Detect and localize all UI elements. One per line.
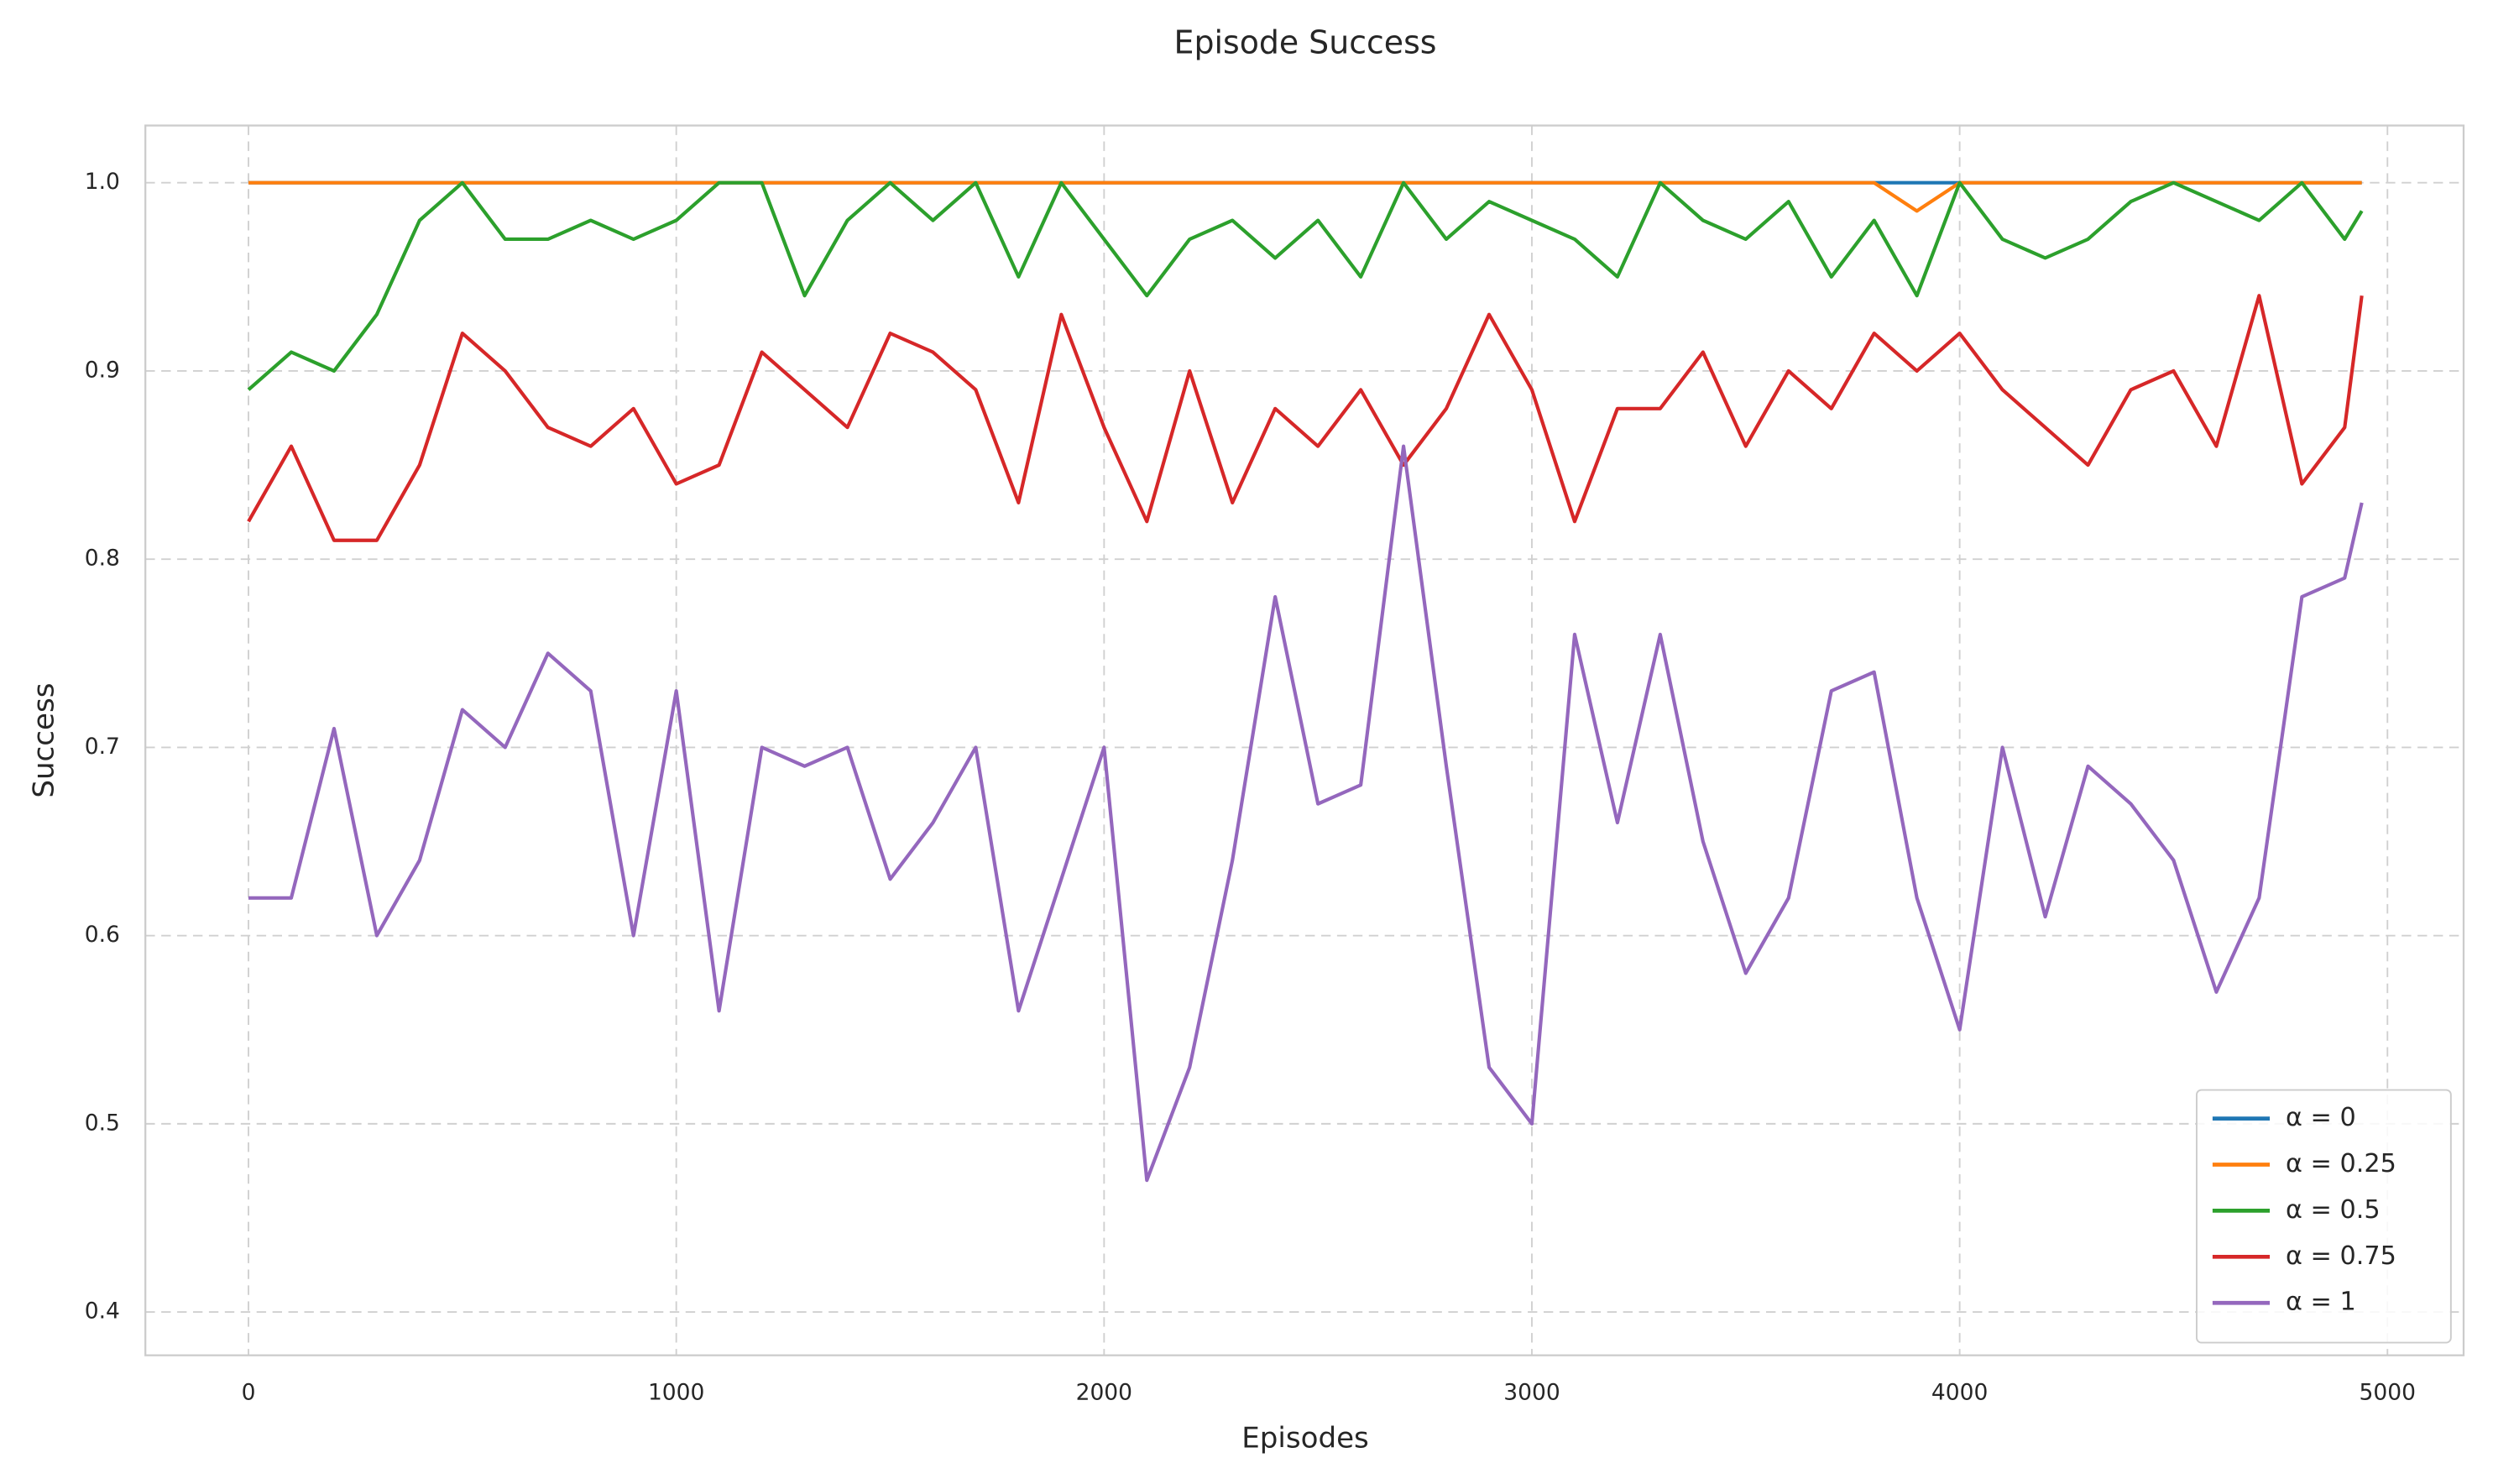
y-tick-label: 0.5: [85, 1110, 120, 1136]
y-tick-label: 0.8: [85, 546, 120, 572]
line-series: [248, 444, 2364, 1183]
y-axis-label: Success: [27, 683, 60, 798]
y-tick-label: 0.4: [85, 1298, 120, 1325]
legend-label: α = 0.25: [2286, 1149, 2396, 1178]
legend-label: α = 0.5: [2286, 1195, 2381, 1225]
line-series: [248, 180, 2362, 213]
chart-title: Episode Success: [1174, 24, 1437, 61]
y-tick-label: 0.9: [85, 357, 120, 383]
x-tick-label: 1000: [648, 1380, 704, 1406]
line-series: [247, 294, 2364, 542]
line-series: [247, 180, 2364, 391]
y-tick-label: 0.6: [85, 922, 120, 948]
legend-label: α = 1: [2286, 1288, 2356, 1317]
x-tick-label: 0: [242, 1380, 256, 1406]
plot-frame: [144, 124, 2465, 1356]
x-axis-label: Episodes: [1241, 1421, 1369, 1455]
x-tick-label: 5000: [2360, 1380, 2416, 1406]
legend-label: α = 0: [2286, 1103, 2356, 1132]
y-tick-label: 0.7: [85, 734, 120, 760]
legend-box: [2196, 1089, 2452, 1344]
x-tick-label: 3000: [1503, 1380, 1560, 1406]
x-tick-label: 4000: [1931, 1380, 1988, 1406]
x-tick-label: 2000: [1076, 1380, 1132, 1406]
y-tick-label: 1.0: [85, 169, 120, 195]
legend-label: α = 0.75: [2286, 1241, 2396, 1271]
